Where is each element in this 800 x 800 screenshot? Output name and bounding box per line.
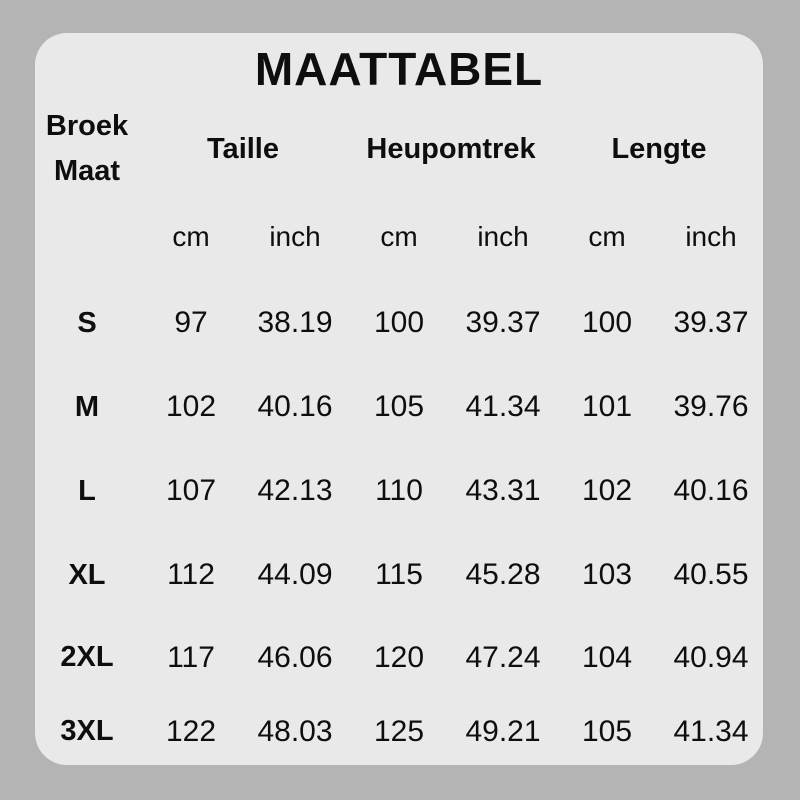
table-cell: 47.24 bbox=[465, 640, 541, 674]
size-label: XL bbox=[68, 558, 106, 591]
table-cell: 40.55 bbox=[673, 558, 749, 591]
table-cell: 97 bbox=[174, 306, 208, 339]
table-cell: 107 bbox=[165, 474, 217, 507]
table-cell: 115 bbox=[375, 558, 423, 591]
column-group-heupomtrek: Heupomtrek bbox=[366, 132, 536, 165]
row-header-line1: Broek bbox=[45, 110, 129, 142]
table-cell: 101 bbox=[581, 390, 633, 423]
table-cell: 49.21 bbox=[465, 714, 541, 748]
column-group-lengte: Lengte bbox=[611, 132, 707, 165]
page-title: MAATTABEL bbox=[254, 43, 544, 95]
table-cell: 112 bbox=[167, 558, 215, 591]
table-cell: 41.34 bbox=[673, 714, 749, 748]
size-chart-table: MAATTABEL Broek Maat Taille Heupomtrek L… bbox=[35, 33, 763, 765]
table-cell: 40.16 bbox=[673, 474, 749, 507]
column-group-taille: Taille bbox=[207, 132, 279, 165]
unit-label: cm bbox=[380, 221, 418, 252]
table-cell: 102 bbox=[165, 390, 217, 423]
table-cell: 38.19 bbox=[257, 306, 333, 339]
table-cell: 104 bbox=[581, 640, 633, 674]
table-cell: 39.37 bbox=[465, 306, 541, 339]
size-label: L bbox=[78, 474, 96, 507]
table-cell: 39.76 bbox=[673, 390, 749, 423]
unit-label: inch bbox=[477, 221, 529, 252]
table-cell: 117 bbox=[167, 640, 215, 674]
table-cell: 48.03 bbox=[257, 714, 333, 748]
table-cell: 125 bbox=[373, 714, 425, 748]
size-chart-card: MAATTABEL Broek Maat Taille Heupomtrek L… bbox=[35, 33, 763, 765]
unit-label: cm bbox=[588, 221, 626, 252]
table-cell: 122 bbox=[165, 714, 217, 748]
table-cell: 110 bbox=[375, 474, 423, 507]
table-cell: 39.37 bbox=[673, 306, 749, 339]
size-label: M bbox=[74, 390, 100, 423]
table-cell: 40.16 bbox=[257, 390, 333, 423]
row-header-broek-maat: Broek Maat bbox=[35, 105, 139, 193]
table-cell: 43.31 bbox=[465, 474, 541, 507]
table-cell: 105 bbox=[581, 714, 633, 748]
table-cell: 46.06 bbox=[257, 640, 333, 674]
table-cell: 44.09 bbox=[257, 558, 333, 591]
table-cell: 102 bbox=[581, 474, 633, 507]
row-header-line2: Maat bbox=[53, 155, 121, 187]
table-cell: 103 bbox=[581, 558, 633, 591]
unit-label: inch bbox=[269, 221, 321, 252]
table-cell: 40.94 bbox=[673, 640, 749, 674]
table-cell: 100 bbox=[581, 306, 633, 339]
size-label: 2XL bbox=[60, 641, 114, 673]
unit-label: cm bbox=[172, 221, 210, 252]
unit-label: inch bbox=[685, 221, 737, 252]
table-cell: 41.34 bbox=[465, 390, 541, 423]
size-label: S bbox=[77, 306, 97, 339]
table-cell: 45.28 bbox=[465, 558, 541, 591]
table-cell: 120 bbox=[373, 640, 425, 674]
table-cell: 105 bbox=[373, 390, 425, 423]
size-label: 3XL bbox=[60, 715, 114, 747]
table-cell: 100 bbox=[373, 306, 425, 339]
table-cell: 42.13 bbox=[257, 474, 333, 507]
